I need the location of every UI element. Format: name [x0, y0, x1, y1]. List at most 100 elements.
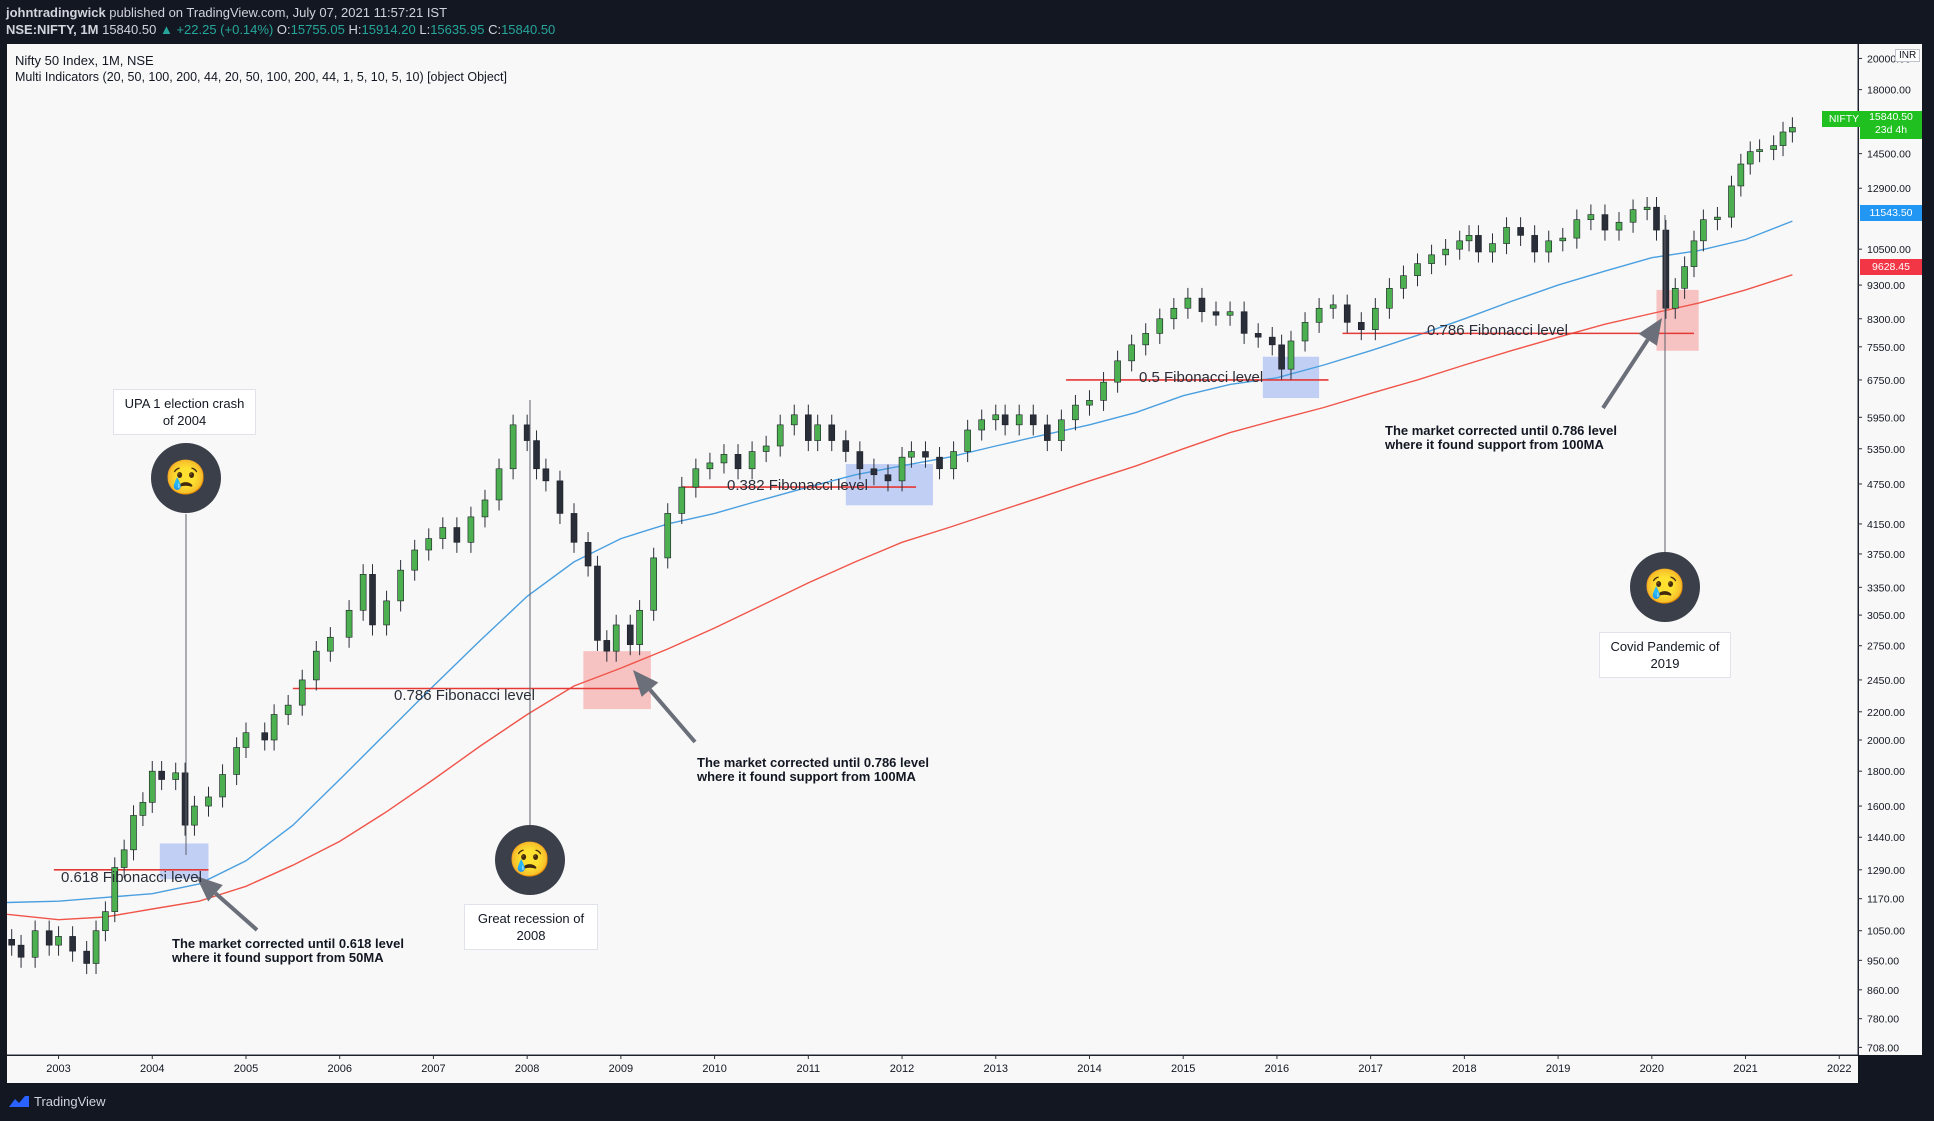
ohlc-line: NSE:NIFTY, 1M 15840.50 ▲ +22.25 (+0.14%)…: [6, 22, 555, 37]
time-tick-label: 2017: [1358, 1063, 1382, 1075]
candle-body: [626, 624, 634, 645]
candle-body: [1142, 333, 1150, 346]
candle-body: [270, 714, 278, 741]
callout-upa-crash: UPA 1 election crash of 2004: [113, 389, 256, 435]
arrow-head: [1638, 318, 1662, 346]
time-tick-label: 2010: [702, 1063, 726, 1075]
candle-body: [1531, 235, 1538, 253]
note-2020: The market corrected until 0.786 level w…: [1385, 423, 1617, 452]
chart-pane[interactable]: [7, 44, 1858, 1055]
candle-body: [467, 516, 475, 543]
candle-body: [111, 867, 119, 912]
candle-body: [327, 636, 334, 652]
candle-body: [1372, 307, 1379, 330]
candle-body: [1198, 297, 1206, 313]
candle-body: [139, 802, 147, 816]
time-tick-label: 2011: [796, 1063, 820, 1075]
candle-body: [1653, 206, 1660, 231]
candle-body: [1156, 318, 1164, 334]
footer-brand[interactable]: TradingView: [34, 1094, 106, 1109]
callout-great-recession: Great recession of 2008: [464, 904, 598, 950]
candle-body: [298, 679, 306, 706]
candle-body: [1278, 344, 1285, 370]
candle-body: [734, 454, 742, 470]
time-axis-bg: [7, 1056, 1858, 1083]
candle-body: [556, 480, 564, 514]
publisher-name[interactable]: johntradingwick: [6, 5, 106, 20]
price-tick-label: 14500.00: [1867, 149, 1911, 161]
price-tick-label: 7550.00: [1867, 342, 1905, 354]
candle-body: [1400, 275, 1407, 289]
candle-body: [992, 414, 1000, 421]
candle-body: [120, 849, 128, 868]
candle-body: [1517, 227, 1524, 236]
candle-body: [1240, 311, 1248, 334]
arrow-shaft: [648, 688, 697, 744]
price-tick-label: 3350.00: [1867, 582, 1905, 594]
time-axis: 2003 2004 2005 2006 2007 2008 2009 2010 2011 2012…: [7, 1054, 1858, 1083]
candle-body: [1128, 344, 1135, 362]
candle-body: [664, 513, 672, 559]
candle-body: [870, 468, 878, 476]
symbol-tag: NIFTY: [1822, 111, 1866, 127]
price-tick-label: 1050.00: [1867, 926, 1905, 938]
candle-body: [805, 414, 812, 441]
last-price-tag-value: 15840.50: [1869, 111, 1913, 123]
tradingview-logo-icon[interactable]: [8, 1094, 30, 1108]
candle-body: [181, 772, 189, 826]
arrows: [196, 318, 1662, 932]
candle-body: [1086, 400, 1093, 406]
candle-body: [261, 732, 269, 741]
candle-body: [69, 936, 76, 952]
candle-body: [1428, 254, 1435, 264]
time-tick-label: 2016: [1265, 1063, 1289, 1075]
candle-body: [542, 468, 550, 482]
candle-body: [1573, 219, 1581, 239]
crying-face-icon: 😢: [495, 825, 565, 895]
candle-body: [1737, 163, 1745, 187]
candle-body: [1170, 307, 1178, 320]
candle-body: [1746, 151, 1754, 165]
candle-body: [603, 640, 611, 652]
candle-body: [8, 939, 15, 946]
close-label: C:: [488, 22, 502, 37]
candle-body: [1100, 381, 1107, 401]
candle-body: [950, 451, 957, 470]
candle-body: [1770, 145, 1777, 150]
close-value: 15840.50: [501, 22, 556, 37]
candle-body: [776, 424, 784, 447]
candle-body: [1456, 240, 1463, 250]
fib-lines: [53, 332, 1694, 871]
candle-body: [533, 440, 540, 470]
candle-body: [936, 456, 943, 470]
candle-body: [1029, 414, 1037, 426]
price-tick-label: 8300.00: [1867, 314, 1905, 326]
time-tick-label: 2009: [609, 1063, 633, 1075]
candle-body: [1001, 414, 1009, 426]
price-tick-label: 950.00: [1867, 955, 1899, 967]
candle-body: [1681, 266, 1688, 289]
candle-body: [55, 936, 62, 946]
arrow-shaft: [1601, 338, 1650, 410]
chart-legend-indicators[interactable]: Multi Indicators (20, 50, 100, 200, 44, …: [15, 70, 507, 84]
fib-label-0786-2020: 0.786 Fibonacci level: [1427, 322, 1568, 339]
candle-body: [359, 574, 367, 611]
candle-body: [1386, 287, 1393, 309]
support-zone: [159, 843, 209, 880]
candle-body: [964, 429, 971, 452]
candle-body: [1072, 404, 1079, 421]
fib-label-0618: 0.618 Fibonacci level: [61, 869, 202, 886]
high-label: H:: [348, 22, 362, 37]
time-tick-label: 2007: [421, 1063, 445, 1075]
candle-body: [842, 440, 850, 452]
note-2004: The market corrected until 0.618 level w…: [172, 936, 404, 965]
arrow-shaft: [214, 891, 259, 932]
candle-body: [453, 527, 461, 543]
time-tick-label: 2019: [1546, 1063, 1570, 1075]
candle-body: [762, 445, 770, 452]
candle-body: [83, 950, 90, 964]
candle-body: [636, 609, 643, 645]
candle-body: [1489, 243, 1496, 253]
note-2009: The market corrected until 0.786 level w…: [697, 755, 929, 784]
candle-body: [1287, 340, 1295, 370]
